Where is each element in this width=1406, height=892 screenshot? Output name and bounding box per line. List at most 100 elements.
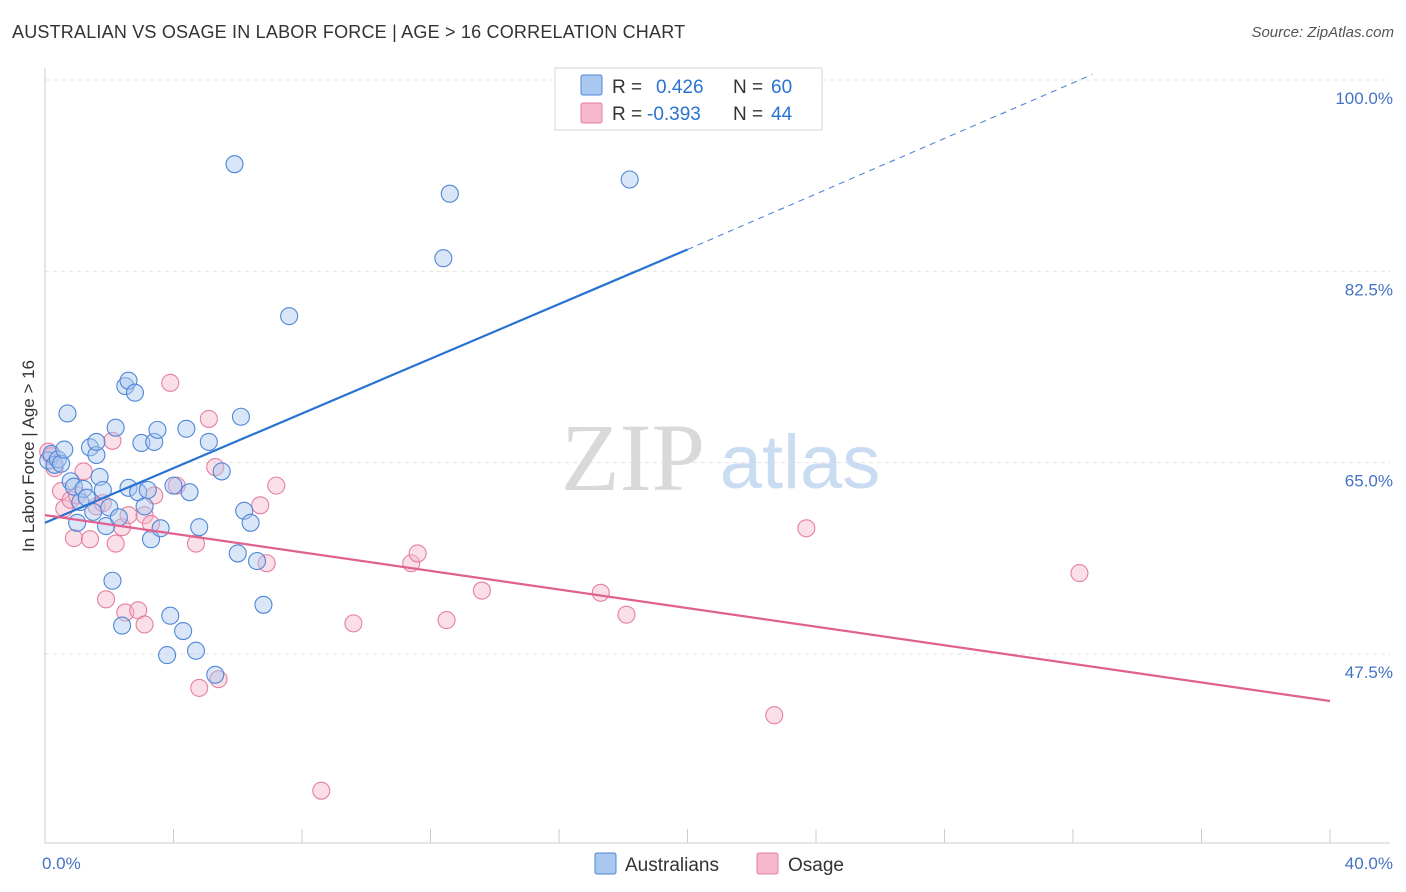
point-osage-38 [591, 583, 610, 602]
point-australians-16 [87, 432, 106, 451]
point-australians-32 [138, 480, 157, 500]
point-australians-30 [132, 433, 151, 453]
legend-n-label-osage: N = [733, 104, 763, 125]
y-axis-title: In Labor Force | Age > 16 [19, 360, 38, 552]
point-australians-38 [161, 606, 180, 625]
point-australians-56 [434, 249, 453, 268]
y-tick-label-1: 65.0% [1345, 472, 1393, 491]
point-australians-22 [106, 418, 125, 437]
point-osage-8 [80, 530, 100, 549]
point-osage-26 [199, 409, 218, 428]
point-osage-25 [190, 678, 209, 697]
chart-title: AUSTRALIAN VS OSAGE IN LABOR FORCE | AGE… [12, 22, 686, 42]
point-australians-49 [228, 544, 247, 563]
point-australians-5 [55, 440, 74, 459]
gridlines [45, 79, 1390, 655]
point-australians-54 [254, 595, 273, 614]
point-australians-35 [148, 420, 167, 439]
point-australians-36 [151, 519, 170, 538]
point-australians-46 [206, 665, 225, 684]
point-osage-11 [96, 590, 116, 609]
point-australians-48 [225, 155, 244, 174]
legend-swatch-australians [580, 74, 603, 96]
y-tick-labels: 47.5% 65.0% 82.5% 100.0% [1335, 89, 1393, 682]
trend-line-osage [44, 514, 1331, 703]
legend-r-label-osage: R = [612, 104, 642, 125]
point-australians-28 [125, 383, 144, 402]
point-australians-45 [199, 432, 218, 451]
x-tick-label-1: 40.0% [1345, 854, 1393, 873]
trend-lines [44, 74, 1331, 703]
point-australians-53 [247, 552, 267, 571]
y-tick-label-2: 82.5% [1345, 280, 1393, 299]
point-australians-20 [100, 498, 119, 517]
point-australians-25 [116, 377, 135, 396]
bottom-legend-swatch-australians [594, 852, 617, 875]
point-australians-23 [109, 508, 128, 527]
bottom-legend: Australians Osage [594, 852, 844, 876]
point-osage-37 [472, 581, 491, 600]
x-tick-label-0: 0.0% [42, 854, 81, 873]
point-australians-52 [241, 513, 260, 532]
legend-n-value-osage: 44 [771, 104, 793, 125]
axes [44, 68, 1390, 844]
point-osage-36 [437, 611, 456, 630]
top-legend: R = 0.426 N = 60 R = -0.393 N = 44 [554, 67, 823, 131]
point-australians-2 [45, 455, 64, 474]
point-osage-33 [344, 614, 363, 633]
data-points [39, 155, 1089, 800]
point-australians-9 [68, 513, 87, 532]
point-osage-5 [64, 529, 83, 548]
point-australians-50 [231, 407, 251, 426]
point-australians-47 [212, 462, 231, 481]
point-australians-42 [180, 483, 199, 502]
watermark-atlas: atlas [720, 420, 881, 505]
watermark-zip: ZIP [561, 404, 705, 511]
point-australians-39 [164, 476, 183, 495]
point-osage-35 [408, 544, 427, 563]
bottom-legend-swatch-osage [756, 852, 779, 875]
legend-n-value-australians: 60 [771, 77, 792, 98]
legend-r-value-osage: -0.393 [647, 104, 701, 125]
zipatlas-watermark: ZIP atlas [561, 404, 880, 511]
point-australians-41 [177, 419, 196, 438]
point-australians-34 [145, 432, 164, 451]
point-australians-40 [174, 621, 193, 641]
trend-line-australians [44, 248, 688, 524]
point-osage-22 [161, 373, 180, 392]
point-australians-4 [52, 454, 71, 473]
point-australians-15 [87, 445, 106, 465]
y-tick-label-0: 47.5% [1345, 663, 1393, 682]
y-tick-label-3: 100.0% [1335, 89, 1393, 108]
legend-r-value-australians: 0.426 [656, 77, 704, 98]
point-australians-43 [186, 641, 206, 660]
point-osage-42 [1070, 564, 1089, 583]
legend-n-label-australians: N = [733, 77, 763, 98]
point-osage-32 [312, 781, 331, 800]
point-australians-37 [158, 646, 177, 665]
point-osage-29 [251, 496, 270, 515]
point-osage-13 [106, 534, 125, 553]
point-australians-24 [113, 616, 132, 635]
point-osage-31 [267, 476, 286, 495]
point-australians-31 [135, 497, 154, 516]
x-tick-labels: 0.0% 40.0% [42, 854, 1393, 873]
point-australians-58 [620, 170, 639, 189]
point-osage-19 [135, 615, 154, 634]
point-australians-57 [440, 184, 459, 203]
bottom-legend-label-australians: Australians [625, 855, 719, 876]
bottom-legend-label-osage: Osage [788, 855, 844, 876]
point-australians-21 [103, 571, 122, 590]
trend-line-australians-extension [687, 74, 1093, 250]
point-australians-6 [58, 404, 77, 423]
point-osage-39 [617, 605, 636, 624]
legend-r-label-australians: R = [612, 77, 642, 98]
point-osage-20 [141, 514, 161, 533]
point-osage-40 [765, 706, 784, 725]
point-australians-55 [280, 307, 299, 326]
point-osage-41 [797, 519, 816, 538]
chart-source: Source: ZipAtlas.com [1251, 24, 1394, 41]
point-australians-44 [190, 518, 209, 537]
